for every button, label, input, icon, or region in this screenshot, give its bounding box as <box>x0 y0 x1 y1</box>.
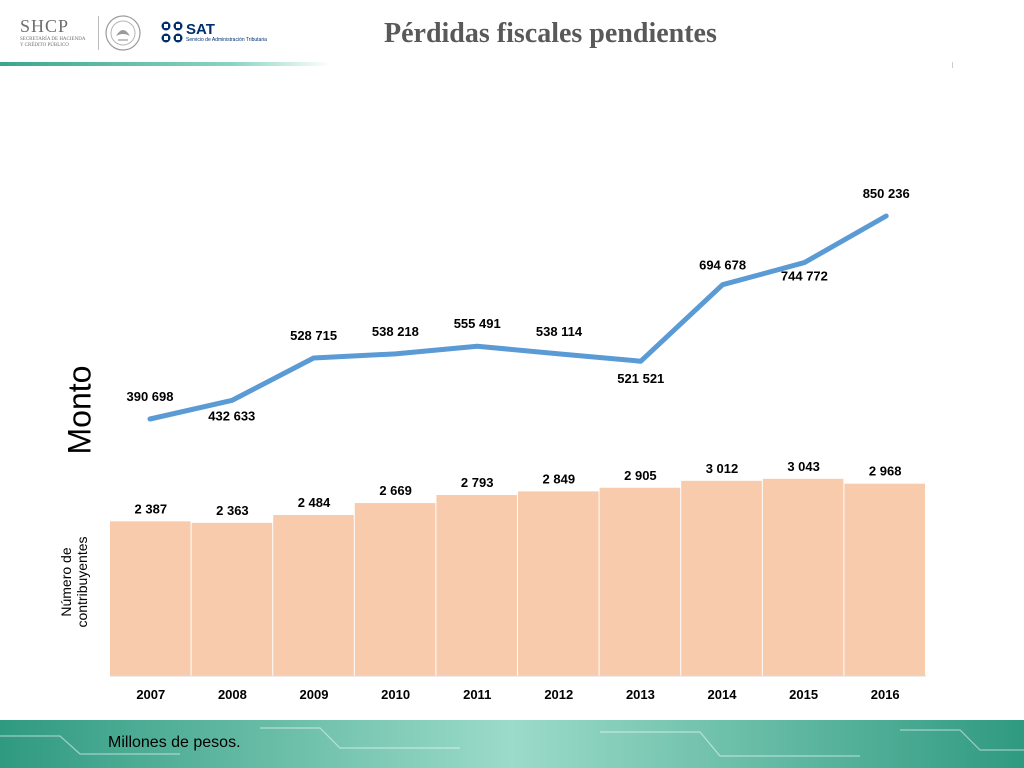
shcp-logo-sub-1: SECRETARÍA DE HACIENDA <box>20 37 86 42</box>
line-label-2008: 432 633 <box>208 408 255 423</box>
shcp-logo: SHCP SECRETARÍA DE HACIENDA Y CRÉDITO PÚ… <box>20 16 92 52</box>
line-label-2014: 694 678 <box>699 258 746 273</box>
x-tick-2011: 2011 <box>463 687 491 702</box>
bar-2012 <box>518 491 599 676</box>
bar-2014 <box>681 480 762 676</box>
bar-label-2009: 2 484 <box>298 495 331 510</box>
x-tick-2016: 2016 <box>871 687 900 702</box>
bar-axis-label-line1: Número de <box>58 547 74 617</box>
bar-label-2016: 2 968 <box>869 464 902 479</box>
logo-divider <box>98 16 99 50</box>
footer-note: Millones de pesos. <box>108 734 241 751</box>
bar-label-2014: 3 012 <box>706 461 739 476</box>
x-tick-2009: 2009 <box>300 687 329 702</box>
line-label-2007: 390 698 <box>127 389 174 404</box>
x-tick-2014: 2014 <box>708 687 738 702</box>
line-label-2013: 521 521 <box>617 371 664 386</box>
line-axis-label: Monto <box>61 365 98 455</box>
page-title: Pérdidas fiscales pendientes <box>384 18 717 49</box>
line-label-2010: 538 218 <box>372 324 419 339</box>
bar-2015 <box>762 478 844 676</box>
x-tick-2008: 2008 <box>218 687 247 702</box>
header: SHCP SECRETARÍA DE HACIENDA Y CRÉDITO PÚ… <box>0 0 1024 72</box>
sat-logo-name: SAT <box>186 21 215 38</box>
header-accent-line <box>0 62 330 66</box>
national-seal-icon <box>105 15 141 51</box>
bar-label-2012: 2 849 <box>543 471 576 486</box>
line-data-labels: 390 698 432 633 528 715 538 218 555 491 538 1… <box>127 186 910 423</box>
sat-logo-sub: Servicio de Administración Tributaria <box>186 37 267 43</box>
bar-2013 <box>599 487 681 676</box>
x-tick-labels: 2007 2008 2009 2010 2011 2012 2013 2014 2015 2016 <box>136 687 899 702</box>
bar-label-2010: 2 669 <box>379 483 412 498</box>
line-label-2011: 555 491 <box>454 316 501 331</box>
bar-label-2015: 3 043 <box>787 459 820 474</box>
bar-label-2007: 2 387 <box>135 501 168 516</box>
bars-group <box>110 478 926 677</box>
bar-2009 <box>273 515 354 676</box>
bar-labels-group: 2 387 2 363 2 484 2 669 2 793 2 849 2 905 3 012… <box>135 459 902 518</box>
x-tick-2010: 2010 <box>381 687 410 702</box>
bar-label-2008: 2 363 <box>216 503 249 518</box>
x-tick-2013: 2013 <box>626 687 655 702</box>
bar-axis-label: Número de contribuyentes <box>58 536 90 627</box>
header-tick-mark <box>952 62 953 68</box>
x-tick-2015: 2015 <box>789 687 818 702</box>
bar-2010 <box>354 503 436 676</box>
shcp-logo-name: SHCP <box>20 16 70 36</box>
sat-logo: SAT Servicio de Administración Tributari… <box>160 18 280 48</box>
footer-band <box>0 720 1024 768</box>
bar-2016 <box>844 483 925 676</box>
bar-2011 <box>436 495 517 676</box>
x-tick-2012: 2012 <box>544 687 573 702</box>
bar-label-2011: 2 793 <box>461 475 494 490</box>
line-label-2015: 744 772 <box>781 269 828 284</box>
bar-2008 <box>191 522 273 676</box>
bar-axis-label-line2: contribuyentes <box>74 536 90 628</box>
line-label-2016: 850 236 <box>863 186 910 201</box>
line-label-2012: 538 114 <box>536 324 583 339</box>
bar-label-2013: 2 905 <box>624 468 657 483</box>
line-series-path <box>147 213 889 422</box>
line-label-2009: 528 715 <box>290 328 337 343</box>
shcp-logo-sub-2: Y CRÉDITO PÚBLICO <box>20 43 69 48</box>
x-tick-2007: 2007 <box>136 687 165 702</box>
sat-mark-icon <box>161 21 183 43</box>
bar-2007 <box>110 521 191 676</box>
line-series <box>147 213 889 422</box>
